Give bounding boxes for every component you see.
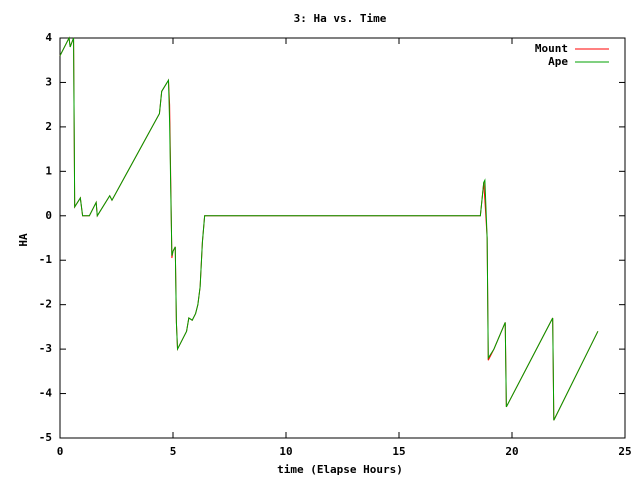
legend-label: Ape bbox=[548, 55, 568, 68]
y-tick-label: 2 bbox=[45, 120, 52, 133]
y-tick-label: -5 bbox=[39, 431, 52, 444]
y-tick-label: -1 bbox=[39, 253, 53, 266]
x-tick-label: 25 bbox=[618, 445, 631, 458]
chart-title: 3: Ha vs. Time bbox=[294, 12, 387, 25]
x-axis-label: time (Elapse Hours) bbox=[277, 463, 403, 476]
y-tick-label: 4 bbox=[45, 31, 52, 44]
y-tick-label: -2 bbox=[39, 298, 52, 311]
x-tick-label: 5 bbox=[170, 445, 177, 458]
y-tick-label: -4 bbox=[39, 387, 53, 400]
x-tick-label: 10 bbox=[279, 445, 292, 458]
series-line bbox=[59, 36, 599, 421]
y-axis-label: HA bbox=[17, 233, 30, 247]
y-tick-label: 1 bbox=[45, 164, 52, 177]
x-tick-label: 15 bbox=[392, 445, 405, 458]
y-tick-label: -3 bbox=[39, 342, 52, 355]
y-tick-label: 0 bbox=[45, 209, 52, 222]
series-line bbox=[59, 36, 599, 421]
legend-label: Mount bbox=[535, 42, 568, 55]
y-tick-label: 3 bbox=[45, 75, 52, 88]
x-tick-label: 20 bbox=[505, 445, 518, 458]
plot-border bbox=[59, 37, 626, 439]
x-tick-label: 0 bbox=[57, 445, 64, 458]
